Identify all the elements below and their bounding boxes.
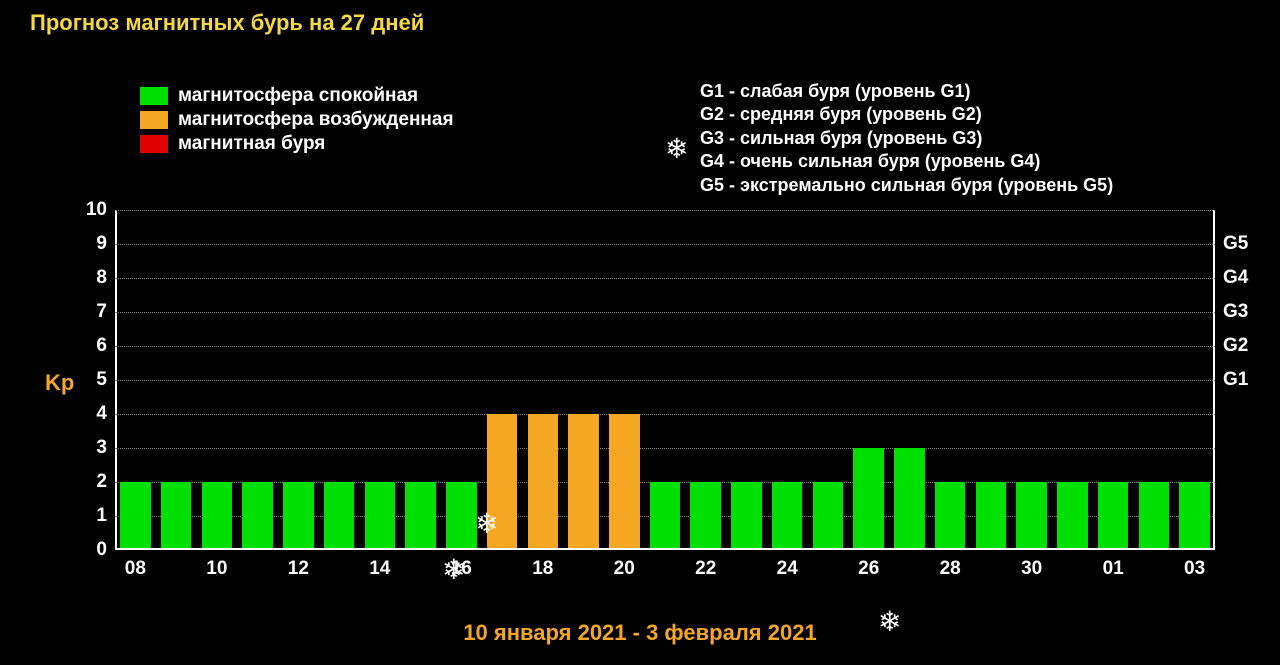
bar <box>650 482 681 548</box>
x-ticks: 0810121416182022242628300103 <box>115 558 1215 588</box>
legend-swatch <box>140 87 168 105</box>
y-tick-label: 7 <box>67 301 107 323</box>
legend-label: магнитная буря <box>178 133 325 155</box>
x-tick-label: 30 <box>1021 558 1042 580</box>
bar <box>446 482 477 548</box>
x-tick-label: 22 <box>695 558 716 580</box>
bar <box>568 414 599 548</box>
snowflake-icon: ❄ <box>475 510 498 538</box>
bar <box>1057 482 1088 548</box>
x-tick-label: 08 <box>125 558 146 580</box>
y-tick-label: 5 <box>67 369 107 391</box>
right-tick-label: G1 <box>1223 369 1248 391</box>
y-tick-label: 4 <box>67 403 107 425</box>
legend-label: магнитосфера спокойная <box>178 85 418 107</box>
g-scale-item: G3 - сильная буря (уровень G3) <box>700 127 1113 150</box>
bar <box>976 482 1007 548</box>
x-tick-label: 24 <box>777 558 798 580</box>
bar <box>202 482 233 548</box>
legend-item: магнитосфера спокойная <box>140 85 454 107</box>
snowflake-icon: ❄ <box>442 556 465 584</box>
bar <box>772 482 803 548</box>
bar <box>283 482 314 548</box>
x-tick-label: 01 <box>1103 558 1124 580</box>
x-tick-label: 26 <box>858 558 879 580</box>
legend-item: магнитосфера возбужденная <box>140 109 454 131</box>
g-scale-item: G5 - экстремально сильная буря (уровень … <box>700 174 1113 197</box>
bar <box>609 414 640 548</box>
bar <box>935 482 966 548</box>
g-scale-item: G4 - очень сильная буря (уровень G4) <box>700 150 1113 173</box>
right-tick-label: G4 <box>1223 267 1248 289</box>
bar <box>1098 482 1129 548</box>
y-tick-label: 0 <box>67 539 107 561</box>
snowflake-icon: ❄ <box>665 135 688 163</box>
bar <box>120 482 151 548</box>
y-tick-label: 8 <box>67 267 107 289</box>
x-tick-label: 20 <box>614 558 635 580</box>
bar <box>1139 482 1170 548</box>
x-tick-label: 03 <box>1184 558 1205 580</box>
x-tick-label: 12 <box>288 558 309 580</box>
y-tick-label: 3 <box>67 437 107 459</box>
y-tick-label: 10 <box>67 199 107 221</box>
legend-label: магнитосфера возбужденная <box>178 109 454 131</box>
bar <box>813 482 844 548</box>
bar <box>731 482 762 548</box>
snowflake-icon: ❄ <box>878 608 901 636</box>
plot-area: 012345678910 G1G2G3G4G5 <box>115 210 1215 550</box>
bars <box>115 210 1215 550</box>
x-tick-label: 28 <box>940 558 961 580</box>
g-scale-item: G2 - средняя буря (уровень G2) <box>700 103 1113 126</box>
x-tick-label: 14 <box>369 558 390 580</box>
x-tick-label: 18 <box>532 558 553 580</box>
bar <box>853 448 884 548</box>
right-tick-label: G3 <box>1223 301 1248 323</box>
legend-item: магнитная буря <box>140 133 454 155</box>
y-tick-label: 1 <box>67 505 107 527</box>
y-tick-label: 9 <box>67 233 107 255</box>
x-tick-label: 10 <box>206 558 227 580</box>
legend-swatch <box>140 111 168 129</box>
date-range: 10 января 2021 - 3 февраля 2021 <box>0 620 1280 646</box>
right-tick-label: G5 <box>1223 233 1248 255</box>
bar <box>1179 482 1210 548</box>
legend-swatch <box>140 135 168 153</box>
y-tick-label: 6 <box>67 335 107 357</box>
bar <box>690 482 721 548</box>
legend-right: G1 - слабая буря (уровень G1)G2 - средня… <box>700 80 1113 197</box>
bar <box>242 482 273 548</box>
bar <box>405 482 436 548</box>
legend-left: магнитосфера спокойнаямагнитосфера возбу… <box>140 85 454 157</box>
bar <box>528 414 559 548</box>
bar <box>1016 482 1047 548</box>
bar <box>324 482 355 548</box>
bar <box>365 482 396 548</box>
bar <box>161 482 192 548</box>
g-scale-item: G1 - слабая буря (уровень G1) <box>700 80 1113 103</box>
chart: Kp 012345678910 G1G2G3G4G5 0810121416182… <box>45 210 1245 590</box>
right-tick-label: G2 <box>1223 335 1248 357</box>
page-root: Прогноз магнитных бурь на 27 дней магнит… <box>0 0 1280 665</box>
bar <box>894 448 925 548</box>
y-tick-label: 2 <box>67 471 107 493</box>
page-title: Прогноз магнитных бурь на 27 дней <box>30 10 424 36</box>
